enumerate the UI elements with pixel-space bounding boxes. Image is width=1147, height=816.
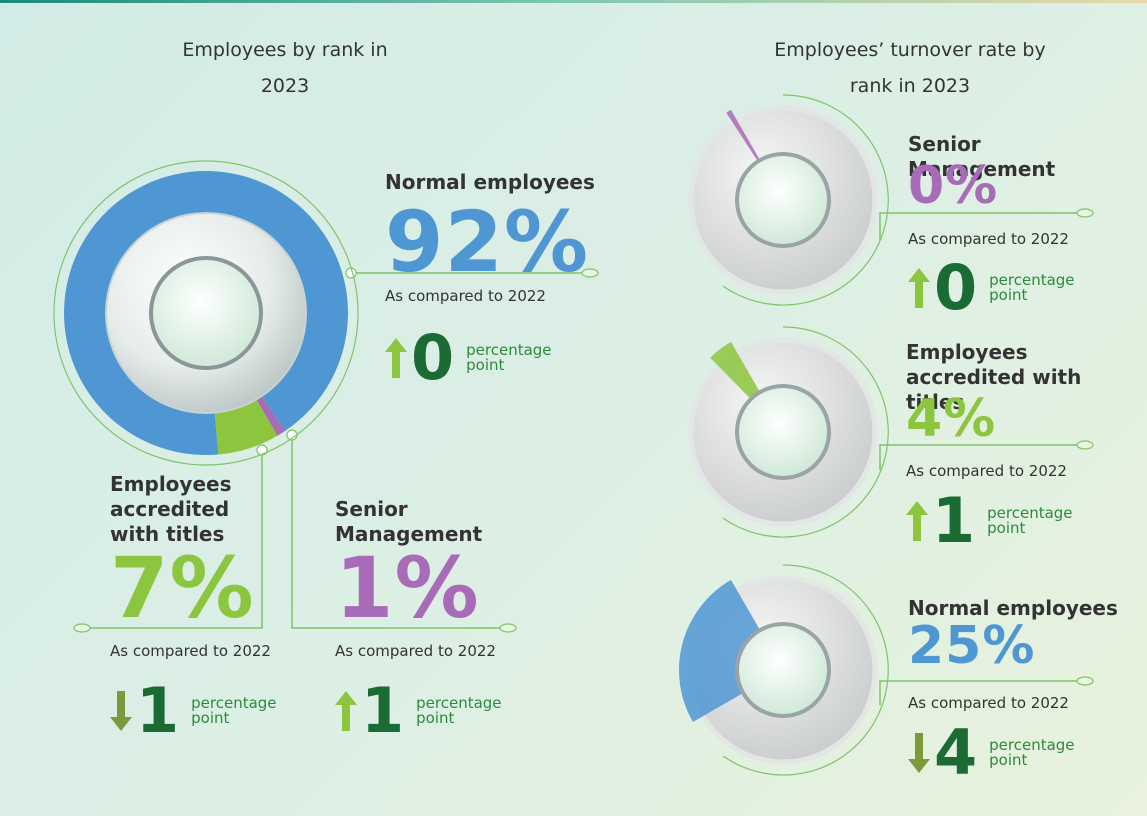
comparison-label: As compared to 2022	[110, 642, 271, 660]
arrow-shape	[908, 733, 930, 773]
donut-segment	[255, 394, 285, 436]
change-value: 1	[361, 674, 405, 747]
gauge-wedge	[726, 109, 761, 164]
gauge-arc	[722, 94, 889, 306]
category-label: Normal employees	[385, 170, 595, 194]
comparison-label: As compared to 2022	[335, 642, 496, 660]
arrow-shape	[335, 691, 357, 731]
change-value: 1	[932, 484, 976, 557]
connector	[291, 435, 515, 629]
comparison-label: As compared to 2022	[906, 462, 1067, 480]
change-unit: percentage point	[191, 694, 277, 727]
arrow-shape	[906, 501, 928, 541]
leaves	[73, 208, 1094, 686]
comparison-label: As compared to 2022	[385, 287, 546, 305]
arrow-shape	[110, 691, 132, 731]
gauge-lens	[735, 622, 831, 718]
change-unit: percentage point	[466, 341, 552, 374]
change-unit: percentage point	[987, 504, 1073, 537]
change: 4 percentage point	[908, 722, 1084, 784]
change: 1 percentage point	[335, 680, 511, 742]
category-label: Senior Management	[335, 497, 483, 546]
gauge-lens	[735, 152, 831, 248]
change-arrow	[335, 691, 357, 731]
category-label: Normal employees	[908, 596, 1118, 620]
change-arrow	[908, 733, 930, 773]
value-label: 92%	[385, 193, 590, 291]
change-value: 4	[934, 716, 978, 789]
value-label: 4%	[906, 389, 997, 449]
change: 0 percentage point	[908, 257, 1084, 319]
category-label: Employees accredited with titles	[110, 472, 232, 546]
value-label: 0%	[908, 156, 999, 216]
category-label: Senior Management	[908, 132, 1056, 181]
change: 0 percentage point	[385, 327, 561, 389]
connector	[879, 212, 1090, 240]
comparison-label: As compared to 2022	[908, 694, 1069, 712]
change-arrow	[110, 691, 132, 731]
change-arrow	[385, 338, 407, 378]
lens	[149, 256, 263, 370]
category-label: Employees accredited with titles	[906, 340, 1082, 414]
arrow-shape	[385, 338, 407, 378]
gauge-wedge	[710, 341, 761, 401]
change-value: 1	[136, 674, 180, 747]
change-value: 0	[934, 251, 978, 324]
change-value: 0	[411, 321, 455, 394]
connector	[879, 680, 1090, 705]
value-label: 25%	[908, 616, 1036, 676]
chart-title: Employees’ turnover rate by rank in 2023	[774, 39, 1046, 97]
chart-title: Employees by rank in 2023	[182, 39, 388, 97]
arrow-shape	[908, 268, 930, 308]
change-unit: percentage point	[989, 271, 1075, 304]
connector	[75, 450, 263, 629]
change-unit: percentage point	[989, 736, 1075, 769]
outer-ring	[53, 160, 359, 466]
comparison-label: As compared to 2022	[908, 230, 1069, 248]
change-arrow	[906, 501, 928, 541]
change-unit: percentage point	[416, 694, 502, 727]
gauge-arc	[722, 564, 889, 776]
change: 1 percentage point	[110, 680, 286, 742]
donut-segment	[214, 397, 278, 455]
value-label: 1%	[335, 539, 480, 637]
connectors	[75, 212, 1090, 705]
change-arrow	[908, 268, 930, 308]
value-label: 7%	[110, 539, 255, 637]
connector	[879, 444, 1090, 470]
change: 1 percentage point	[906, 490, 1082, 552]
gauge-arc	[722, 326, 889, 538]
gauge-lens	[735, 384, 831, 480]
